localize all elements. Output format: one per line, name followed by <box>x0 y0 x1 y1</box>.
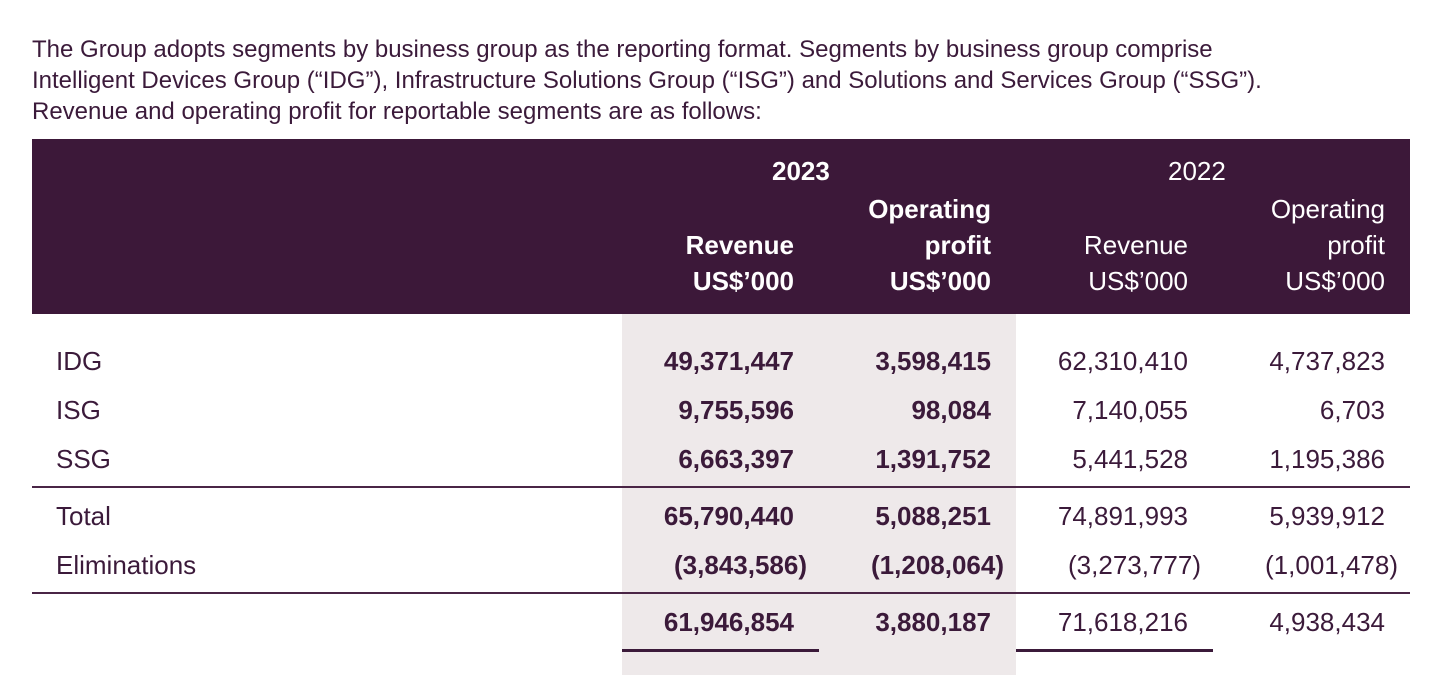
divider-rule <box>32 592 1410 594</box>
cell-revenue-2022: 7,140,055 <box>1072 395 1188 425</box>
cell-revenue-2023: 49,371,447 <box>663 346 794 376</box>
cell-revenue-2022: 5,441,528 <box>1072 444 1188 474</box>
cell-revenue-2023: 6,663,397 <box>678 444 794 474</box>
row-label: Total <box>56 501 111 531</box>
intro-line-1: The Group adopts segments by business gr… <box>32 36 1213 63</box>
cell-op-profit-2023: 3,880,187 <box>875 607 991 637</box>
header-revenue-2022: Revenue <box>1083 230 1188 260</box>
header-unit-op-2022: US$’000 <box>1285 266 1385 296</box>
cell-op-profit-2022: (1,001,478) <box>1265 550 1398 580</box>
cell-revenue-2023: 65,790,440 <box>663 501 794 531</box>
header-year-2022: 2022 <box>1168 156 1226 186</box>
revenue-2023-underline <box>622 649 819 652</box>
cell-op-profit-2022: 5,939,912 <box>1269 501 1385 531</box>
cell-revenue-2022: 71,618,216 <box>1057 607 1188 637</box>
cell-revenue-2022: 74,891,993 <box>1057 501 1188 531</box>
header-profit-2022: profit <box>1327 230 1385 260</box>
cell-revenue-2023: (3,843,586) <box>674 550 807 580</box>
header-unit-rev-2022: US$’000 <box>1088 266 1188 296</box>
cell-op-profit-2023: 3,598,415 <box>875 346 991 376</box>
header-unit-rev-2023: US$’000 <box>692 266 794 296</box>
row-label: SSG <box>56 444 111 474</box>
revenue-2022-underline <box>1016 649 1213 652</box>
cell-revenue-2023: 9,755,596 <box>678 395 794 425</box>
cell-op-profit-2023: 1,391,752 <box>875 444 991 474</box>
cell-op-profit-2022: 4,737,823 <box>1269 346 1385 376</box>
header-year-2023: 2023 <box>772 156 830 186</box>
header-operating-2022: Operating <box>1270 194 1385 224</box>
cell-op-profit-2023: 98,084 <box>911 395 991 425</box>
cell-op-profit-2022: 1,195,386 <box>1269 444 1385 474</box>
header-profit-2023: profit <box>924 230 991 260</box>
row-label: Eliminations <box>56 550 197 580</box>
table-header <box>32 139 1410 314</box>
cell-op-profit-2023: (1,208,064) <box>871 550 1004 580</box>
cell-op-profit-2022: 6,703 <box>1319 395 1385 425</box>
highlight-2023-column <box>622 314 1016 675</box>
intro-line-3: Revenue and operating profit for reporta… <box>32 98 762 125</box>
intro-line-2: Intelligent Devices Group (“IDG”), Infra… <box>32 67 1262 94</box>
cell-op-profit-2022: 4,938,434 <box>1269 607 1385 637</box>
row-label: IDG <box>56 346 103 376</box>
cell-revenue-2023: 61,946,854 <box>663 607 794 637</box>
cell-op-profit-2023: 5,088,251 <box>875 501 991 531</box>
cell-revenue-2022: (3,273,777) <box>1068 550 1201 580</box>
cell-revenue-2022: 62,310,410 <box>1057 346 1188 376</box>
header-revenue-2023: Revenue <box>685 230 794 260</box>
divider-rule <box>32 486 1410 488</box>
intro-paragraph: The Group adopts segments by business gr… <box>32 34 1432 127</box>
row-label: ISG <box>56 395 101 425</box>
header-operating-2023: Operating <box>868 194 991 224</box>
header-unit-op-2023: US$’000 <box>889 266 991 296</box>
